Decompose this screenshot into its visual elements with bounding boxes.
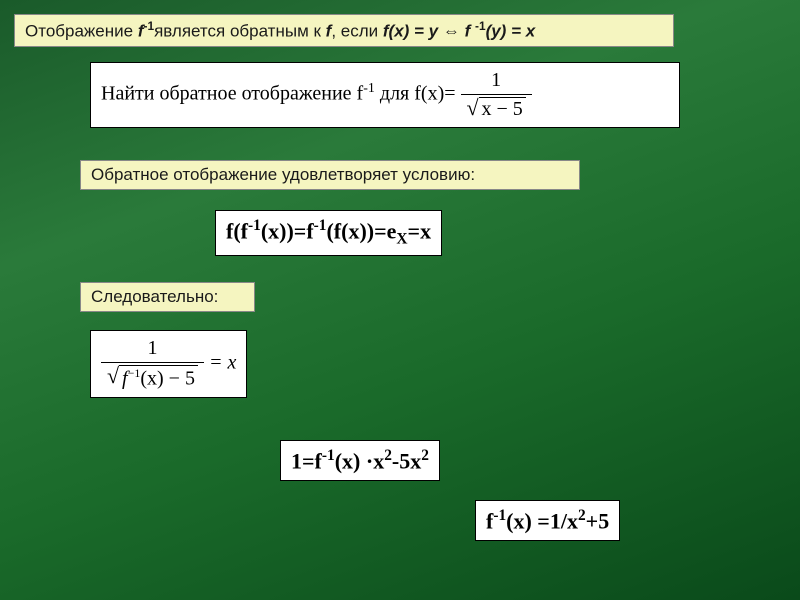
sqrt: x − 5 [467, 97, 526, 121]
text: -5x [392, 448, 421, 473]
text: Отображение [25, 22, 138, 41]
sup: -1 [248, 217, 261, 234]
numerator: 1 [101, 337, 204, 363]
rest: (x) − 5 [140, 368, 195, 390]
fraction: 1 x − 5 [461, 69, 532, 121]
result-formula: f-1(x) =1/x2+5 [475, 500, 620, 541]
text: 1=f [291, 448, 322, 473]
step-formula-1: 1 f−1(x) − 5 = x [90, 330, 247, 398]
sup: 2 [578, 507, 586, 524]
text: +5 [586, 508, 610, 533]
sup: -1 [322, 447, 335, 464]
sup: −1 [128, 366, 141, 380]
definition-box: Отображение f-1является обратным к f, ес… [14, 14, 674, 47]
identity-formula: f(f-1(x))=f-1(f(x))=eX=x [215, 210, 442, 256]
step-formula-2: 1=f-1(x) ·x2-5x2 [280, 440, 440, 481]
sub: X [396, 231, 407, 248]
sup: -1 [493, 507, 506, 524]
sup: -1 [475, 19, 486, 33]
fraction: 1 f−1(x) − 5 [101, 337, 204, 391]
eq: (y) = x [486, 22, 536, 41]
sqrt: f−1(x) − 5 [107, 365, 198, 391]
text: (x) ·x [335, 448, 385, 473]
text: для f(x)= [375, 83, 461, 105]
eq: (x) = y [389, 22, 439, 41]
denominator: x − 5 [461, 95, 532, 121]
sup: -1 [314, 217, 327, 234]
numerator: 1 [461, 69, 532, 95]
text: (x) =1/x [506, 508, 578, 533]
condition-box: Обратное отображение удовлетворяет услов… [80, 160, 580, 190]
text: Обратное отображение удовлетворяет услов… [91, 165, 475, 184]
text: Следовательно: [91, 287, 218, 306]
text: =x [408, 218, 432, 243]
radicand: x − 5 [479, 97, 526, 121]
therefore-box: Следовательно: [80, 282, 255, 312]
problem-formula: Найти обратное отображение f-1 для f(x)=… [90, 62, 680, 128]
text: Найти обратное отображение f [101, 83, 363, 105]
text: (f(x))=e [326, 218, 396, 243]
sup: 2 [384, 447, 392, 464]
denominator: f−1(x) − 5 [101, 363, 204, 391]
text: (x))=f [261, 218, 314, 243]
text: является обратным к [154, 22, 326, 41]
eq: = x [204, 351, 236, 373]
radicand: f−1(x) − 5 [119, 365, 198, 391]
sup: 2 [421, 447, 429, 464]
text: , если [331, 22, 383, 41]
iff-symbol: ⇔ [438, 22, 464, 41]
eq: f [465, 22, 475, 41]
text: f(f [226, 218, 248, 243]
sup: -1 [363, 81, 375, 96]
sup: -1 [143, 19, 154, 33]
